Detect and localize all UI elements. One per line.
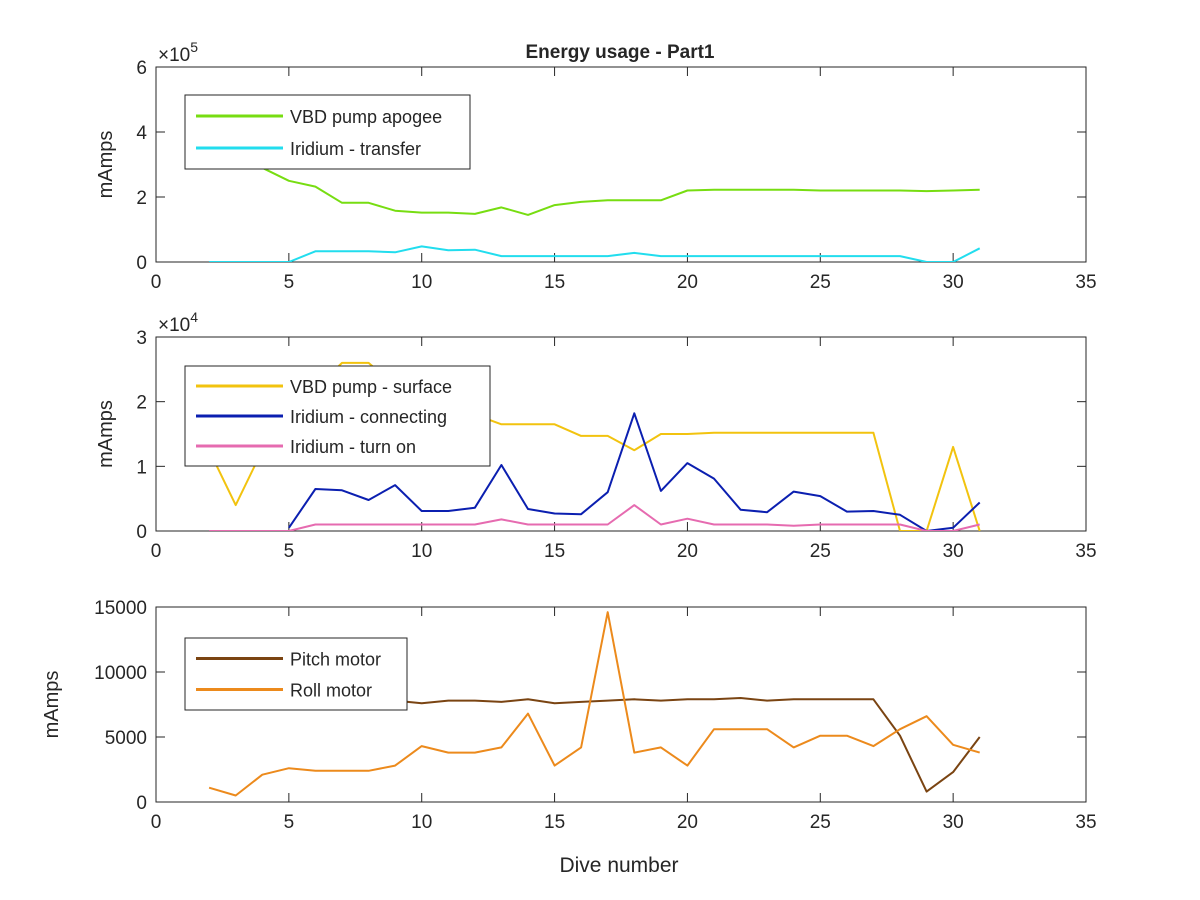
x-tick-label: 30 xyxy=(943,812,964,833)
x-tick-label: 15 xyxy=(544,272,565,293)
series-group xyxy=(208,134,981,262)
legend-label: Iridium - transfer xyxy=(290,139,421,159)
x-tick-label: 5 xyxy=(284,812,295,833)
y-tick-label: 4 xyxy=(136,123,147,144)
x-axis-label: Dive number xyxy=(559,854,678,877)
x-tick-label: 10 xyxy=(411,541,432,562)
y-axis-label: mAmps xyxy=(41,671,63,739)
x-tick-label: 35 xyxy=(1075,272,1096,293)
x-tick-label: 0 xyxy=(151,272,162,293)
y-axis-label: mAmps xyxy=(95,400,117,468)
y-tick-label: 0 xyxy=(136,522,147,543)
x-tick-label: 15 xyxy=(544,812,565,833)
subplot-3: 0 5 10 15 20 25 30 35 0 5000 10000 15000 mAmps Dive n… xyxy=(41,598,1097,877)
x-tick-label: 0 xyxy=(151,812,162,833)
legend: VBD pump - surface Iridium - connecting Ir… xyxy=(184,365,491,467)
legend-label: VBD pump - surface xyxy=(290,377,452,397)
y-tick-label: 6 xyxy=(136,58,147,79)
y-tick-label: 1 xyxy=(136,457,147,478)
x-tick-label: 0 xyxy=(151,541,162,562)
x-tick-label: 25 xyxy=(810,541,831,562)
y-exponent-power: 5 xyxy=(190,39,198,55)
x-tick-label: 35 xyxy=(1075,812,1096,833)
legend-label: Pitch motor xyxy=(290,650,381,670)
x-tick-label: 25 xyxy=(810,812,831,833)
x-tick-label: 20 xyxy=(677,541,698,562)
legend-label: VBD pump apogee xyxy=(290,107,442,127)
series-line-1 xyxy=(208,134,980,216)
legend-box xyxy=(184,637,408,711)
y-tick-label: 5000 xyxy=(105,728,147,749)
y-exponent-base: ×10 xyxy=(158,45,190,66)
series-line-2 xyxy=(208,611,980,797)
legend: Pitch motor Roll motor xyxy=(184,637,408,711)
series-line-2 xyxy=(209,245,981,262)
y-tick-label: 3 xyxy=(136,328,147,349)
x-tick-label: 20 xyxy=(677,272,698,293)
legend-label: Iridium - connecting xyxy=(290,407,447,427)
series-line-3 xyxy=(209,504,980,531)
x-tick-label: 30 xyxy=(943,272,964,293)
x-tick-label: 10 xyxy=(411,272,432,293)
x-tick-label: 35 xyxy=(1075,541,1096,562)
y-exponent-label: ×105 xyxy=(158,39,198,66)
x-tick-label: 10 xyxy=(411,812,432,833)
y-tick-label: 2 xyxy=(136,188,147,209)
x-tick-label: 25 xyxy=(810,272,831,293)
x-tick-label: 20 xyxy=(677,812,698,833)
y-tick-label: 15000 xyxy=(94,598,147,619)
x-tick-label: 15 xyxy=(544,541,565,562)
y-exponent-power: 4 xyxy=(190,309,198,325)
legend-label: Roll motor xyxy=(290,681,372,701)
legend-label: Iridium - turn on xyxy=(290,437,416,457)
y-tick-label: 2 xyxy=(136,393,147,414)
y-tick-label: 0 xyxy=(136,793,147,814)
series-line-2 xyxy=(288,412,981,531)
x-tick-label: 5 xyxy=(284,272,295,293)
subplot-2: 0 5 10 15 20 25 30 35 0 1 2 3 ×104 mAmps VBD pump - su… xyxy=(95,309,1097,562)
y-exponent-base: ×10 xyxy=(158,315,190,336)
x-tick-label: 5 xyxy=(284,541,295,562)
x-tick-label: 30 xyxy=(943,541,964,562)
legend-box xyxy=(184,94,471,170)
y-exponent-label: ×104 xyxy=(158,309,198,336)
legend: VBD pump apogee Iridium - transfer xyxy=(184,94,471,170)
y-tick-label: 10000 xyxy=(94,663,147,684)
y-axis-label: mAmps xyxy=(95,131,117,199)
y-tick-label: 0 xyxy=(136,253,147,274)
figure-title: Energy usage - Part1 xyxy=(525,42,714,63)
